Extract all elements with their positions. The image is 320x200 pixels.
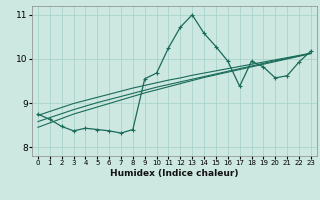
X-axis label: Humidex (Indice chaleur): Humidex (Indice chaleur) [110, 169, 239, 178]
